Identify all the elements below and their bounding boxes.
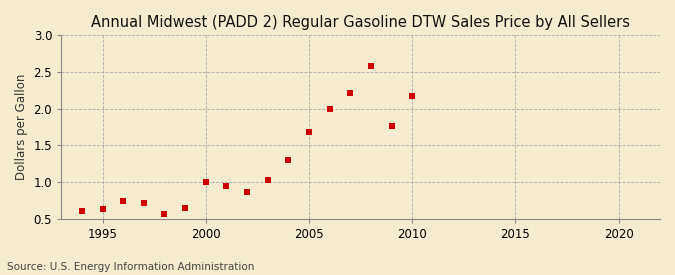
Point <box>386 123 397 128</box>
Point <box>242 189 252 194</box>
Point <box>304 130 315 134</box>
Point <box>180 205 190 210</box>
Point <box>97 207 108 211</box>
Point <box>221 183 232 188</box>
Title: Annual Midwest (PADD 2) Regular Gasoline DTW Sales Price by All Sellers: Annual Midwest (PADD 2) Regular Gasoline… <box>91 15 630 30</box>
Point <box>263 178 273 182</box>
Point <box>76 209 87 214</box>
Point <box>366 64 377 68</box>
Point <box>117 199 128 203</box>
Y-axis label: Dollars per Gallon: Dollars per Gallon <box>15 74 28 180</box>
Point <box>200 180 211 184</box>
Point <box>159 212 170 216</box>
Point <box>283 158 294 162</box>
Point <box>324 107 335 112</box>
Point <box>407 94 418 98</box>
Point <box>138 200 149 205</box>
Text: Source: U.S. Energy Information Administration: Source: U.S. Energy Information Administ… <box>7 262 254 272</box>
Point <box>345 90 356 95</box>
